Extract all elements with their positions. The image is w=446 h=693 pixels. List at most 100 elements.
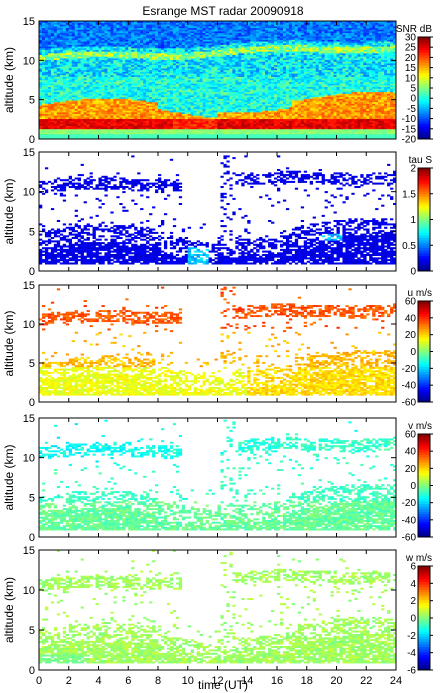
heatmap-cell <box>53 86 58 89</box>
heatmap-cell <box>39 127 43 130</box>
heatmap-cell <box>39 54 43 57</box>
heatmap-cell <box>98 58 102 61</box>
heatmap-cell <box>50 113 55 116</box>
heatmap-cell <box>122 105 126 108</box>
heatmap-cell <box>101 83 105 86</box>
heatmap-cell <box>89 86 93 89</box>
heatmap-cell <box>41 44 46 47</box>
heatmap-cell <box>119 37 123 40</box>
heatmap-cell <box>71 100 75 103</box>
heatmap-cell <box>101 32 105 35</box>
heatmap-cell <box>110 105 114 108</box>
heatmap-cell <box>98 21 102 23</box>
heatmap-cell <box>98 47 102 50</box>
heatmap-cell <box>101 37 105 40</box>
heatmap-cell <box>39 101 43 104</box>
heatmap-cell <box>116 69 120 72</box>
heatmap-cell <box>39 115 43 118</box>
heatmap-cell <box>74 32 78 35</box>
heatmap-cell <box>80 37 84 40</box>
heatmap-cell <box>92 90 96 93</box>
heatmap-cell <box>110 98 114 101</box>
heatmap-cell <box>41 32 46 35</box>
heatmap-cell <box>98 49 102 52</box>
heatmap-cell <box>119 61 123 64</box>
heatmap-cell <box>107 103 111 106</box>
heatmap-cell <box>110 54 114 57</box>
heatmap-cell <box>56 120 61 123</box>
heatmap-cell <box>104 51 108 54</box>
heatmap-cell <box>110 113 114 116</box>
heatmap-cell <box>50 93 55 96</box>
heatmap-cell <box>77 74 81 77</box>
heatmap-cell <box>116 103 120 106</box>
heatmap-cell <box>128 41 132 44</box>
heatmap-cell <box>74 69 78 72</box>
heatmap-cell <box>71 68 75 71</box>
heatmap-cell <box>83 54 87 57</box>
heatmap-cell <box>116 76 120 79</box>
heatmap-cell <box>119 125 123 128</box>
heatmap-cell <box>65 53 70 56</box>
heatmap-cell <box>65 120 70 123</box>
heatmap-cell <box>68 68 73 71</box>
heatmap-cell <box>50 123 55 126</box>
heatmap-cell <box>62 117 67 120</box>
heatmap-cell <box>65 106 70 109</box>
heatmap-cell <box>110 108 114 111</box>
heatmap-cell <box>101 117 105 120</box>
heatmap-cell <box>65 59 70 62</box>
heatmap-cell <box>107 24 111 27</box>
heatmap-cell <box>110 100 114 103</box>
heatmap-cell <box>95 26 99 29</box>
heatmap-cell <box>119 130 123 133</box>
heatmap-cell <box>80 44 84 47</box>
heatmap-cell <box>39 133 43 136</box>
heatmap-cell <box>128 108 132 111</box>
heatmap-cell <box>56 110 61 113</box>
heatmap-cell <box>68 46 73 49</box>
heatmap-cell <box>53 66 58 69</box>
heatmap-cell <box>65 130 70 133</box>
heatmap-cell <box>77 81 81 84</box>
heatmap-cell <box>86 122 90 125</box>
heatmap-cell <box>98 46 102 49</box>
heatmap-cell <box>98 106 102 109</box>
heatmap-cell <box>77 44 81 47</box>
heatmap-cell <box>62 59 67 62</box>
heatmap-cell <box>53 118 58 121</box>
heatmap-cell <box>53 69 58 72</box>
heatmap-cell <box>95 31 99 34</box>
heatmap-cell <box>80 54 84 57</box>
heatmap-cell <box>71 86 75 89</box>
heatmap-cell <box>39 132 43 135</box>
heatmap-cell <box>68 21 73 23</box>
heatmap-cell <box>125 32 129 35</box>
heatmap-cell <box>65 100 70 103</box>
heatmap-cell <box>92 101 96 104</box>
heatmap-cell <box>95 53 99 56</box>
heatmap-cell <box>62 85 67 88</box>
heatmap-cell <box>104 46 108 49</box>
heatmap-cell <box>86 26 90 29</box>
heatmap-cell <box>44 68 49 71</box>
heatmap-cell <box>110 46 114 49</box>
heatmap-cell <box>74 106 78 109</box>
heatmap-cell <box>65 128 70 131</box>
heatmap-cell <box>119 123 123 126</box>
heatmap-cell <box>44 64 49 67</box>
heatmap-cell <box>104 113 108 116</box>
heatmap-cell <box>47 51 52 54</box>
heatmap-cell <box>68 54 73 57</box>
heatmap-cell <box>89 29 93 32</box>
heatmap-cell <box>77 137 81 140</box>
heatmap-cell <box>39 53 43 56</box>
heatmap-cell <box>104 81 108 84</box>
heatmap-cell <box>62 26 67 29</box>
heatmap-cell <box>119 132 123 135</box>
heatmap-cell <box>80 108 84 111</box>
heatmap-cell <box>65 115 70 118</box>
heatmap-cell <box>101 137 105 140</box>
heatmap-cell <box>122 113 126 116</box>
heatmap-cell <box>74 39 78 42</box>
